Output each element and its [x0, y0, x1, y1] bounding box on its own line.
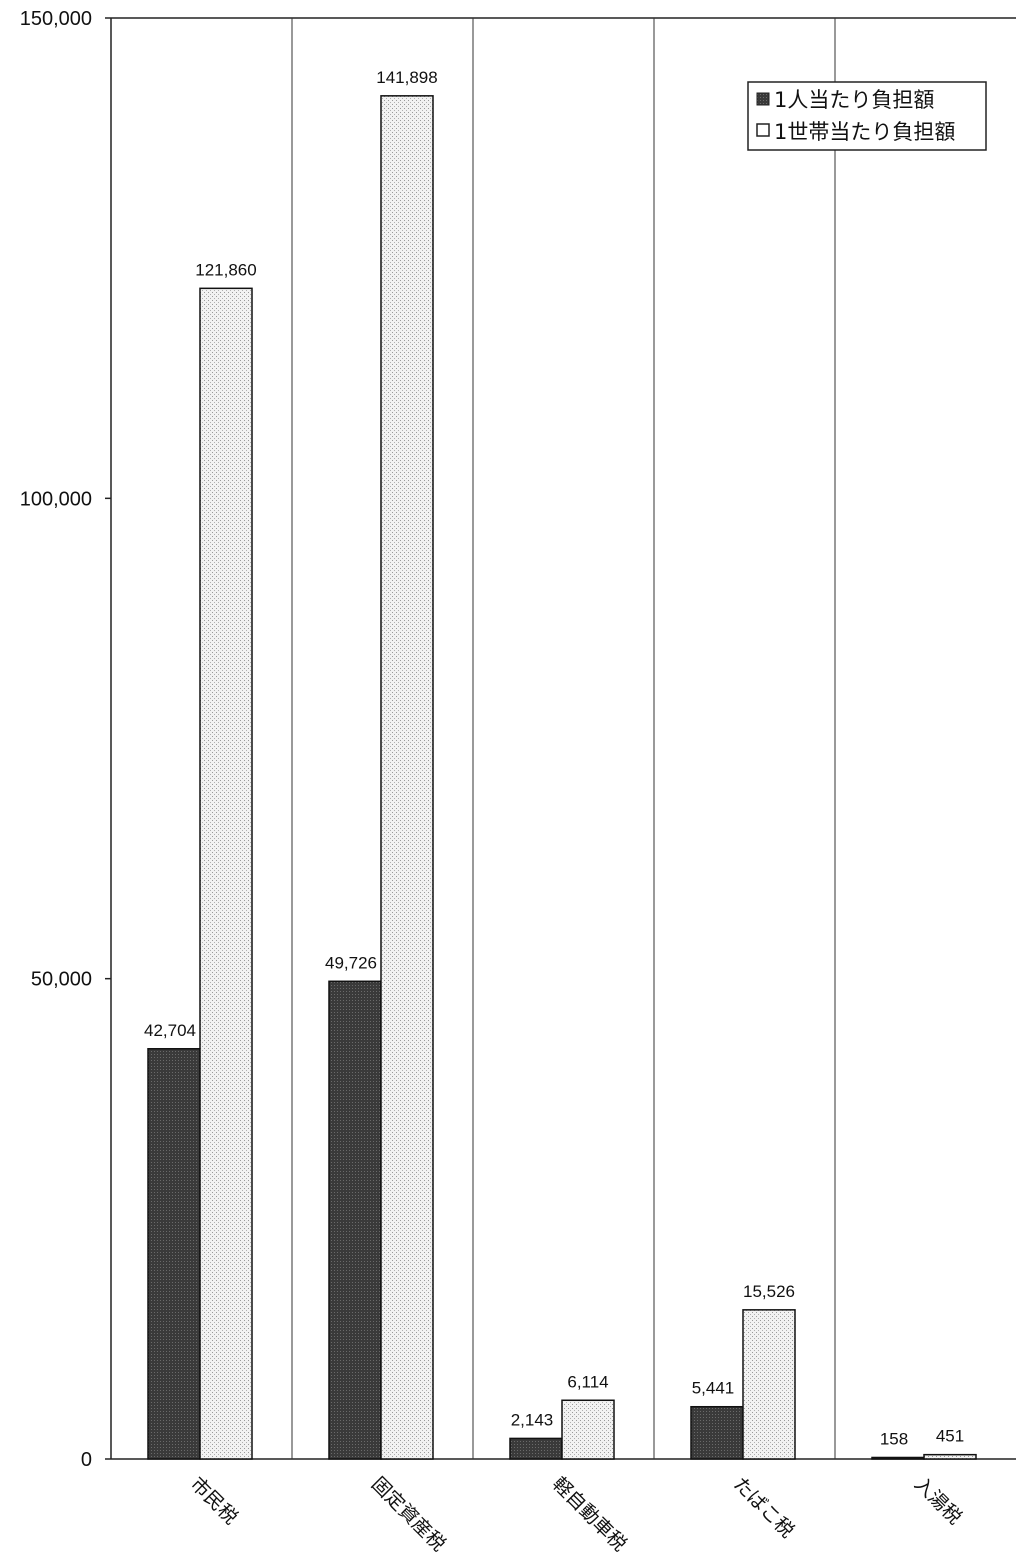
data-label-per-household: 451	[936, 1427, 964, 1446]
data-label-per-person: 42,704	[144, 1021, 196, 1040]
bar-per-household	[561, 1399, 615, 1460]
y-tick-label: 150,000	[20, 8, 92, 30]
data-label-per-person: 49,726	[325, 953, 377, 972]
data-label-per-household: 141,898	[376, 68, 437, 87]
data-label-per-household: 6,114	[567, 1372, 608, 1391]
legend-label-per-person: 1人当たり負担額	[774, 88, 934, 112]
legend-label-per-household: 1世帯当たり負担額	[774, 120, 955, 144]
legend-swatch-per-person	[756, 92, 770, 106]
x-tick-label: 固定資産税	[367, 1473, 450, 1556]
x-tick-label: 軽自動車税	[548, 1473, 631, 1556]
y-tick-label: 0	[81, 1449, 92, 1471]
bar-per-household	[742, 1309, 796, 1460]
bar-per-person	[509, 1437, 563, 1460]
data-label-per-household: 121,860	[195, 260, 256, 279]
data-label-per-person: 5,441	[692, 1379, 735, 1398]
legend-swatch-per-household	[756, 123, 770, 137]
bar-per-household	[923, 1453, 977, 1460]
bar-per-person	[690, 1405, 744, 1460]
legend-box	[747, 81, 987, 151]
data-labels: 42,704 121,860 49,726 141,898 2,143 6,114 5,44…	[144, 68, 964, 1449]
bars	[147, 95, 977, 1460]
y-tick-label: 100,000	[20, 488, 92, 510]
y-axis-ticks: 0 50,000 100,000 150,000	[20, 8, 111, 1471]
x-tick-label: 入湯税	[910, 1473, 966, 1529]
y-tick-label: 50,000	[31, 969, 92, 991]
x-tick-label: 市民税	[186, 1473, 242, 1529]
data-label-per-household: 15,526	[743, 1282, 795, 1301]
data-label-per-person: 2,143	[511, 1410, 554, 1429]
bar-per-person	[871, 1456, 925, 1460]
bar-per-household	[380, 95, 434, 1460]
legend: 1人当たり負担額 1世帯当たり負担額	[747, 81, 987, 151]
data-label-per-person: 158	[880, 1429, 908, 1448]
bar-per-person	[328, 980, 382, 1460]
x-tick-label: たばこ税	[729, 1473, 798, 1542]
plot-frame	[110, 17, 1016, 1460]
bar-per-household	[199, 287, 253, 1460]
bar-per-person	[147, 1048, 201, 1460]
x-axis-labels: 市民税 固定資産税 軽自動車税 たばこ税 入湯税	[186, 1473, 966, 1556]
